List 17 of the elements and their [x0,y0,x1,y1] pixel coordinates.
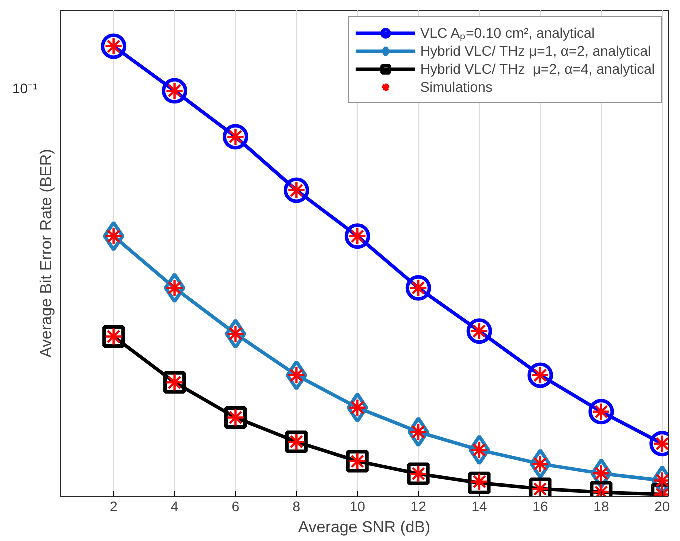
x-tick-label: 12 [410,498,427,514]
x-tick-label: 14 [472,498,488,514]
legend-label: VLC Aₚ=0.10 cm², analytical [420,24,595,42]
text: 10⁻¹ [12,80,38,96]
x-tick-label: 20 [654,498,670,514]
x-tick-label: 16 [532,498,548,514]
legend-label: Hybrid VLC/ THz μ=2, α=4, analytical [420,60,655,78]
x-tick-label: 2 [110,498,118,514]
x-tick-label: 6 [232,498,240,514]
legend-label: Hybrid VLC/ THz μ=1, α=2, analytical [420,42,652,60]
x-tick-label: 18 [594,498,610,514]
legend-label: Simulations [420,78,493,96]
y-axis-title: Average Bit Error Rate (BER) [38,149,56,358]
x-axis-title: Average SNR (dB) [298,520,431,536]
x-tick-label: 4 [170,498,179,514]
x-tick-label: 10 [350,498,366,514]
x-tick-label: 8 [292,498,301,514]
